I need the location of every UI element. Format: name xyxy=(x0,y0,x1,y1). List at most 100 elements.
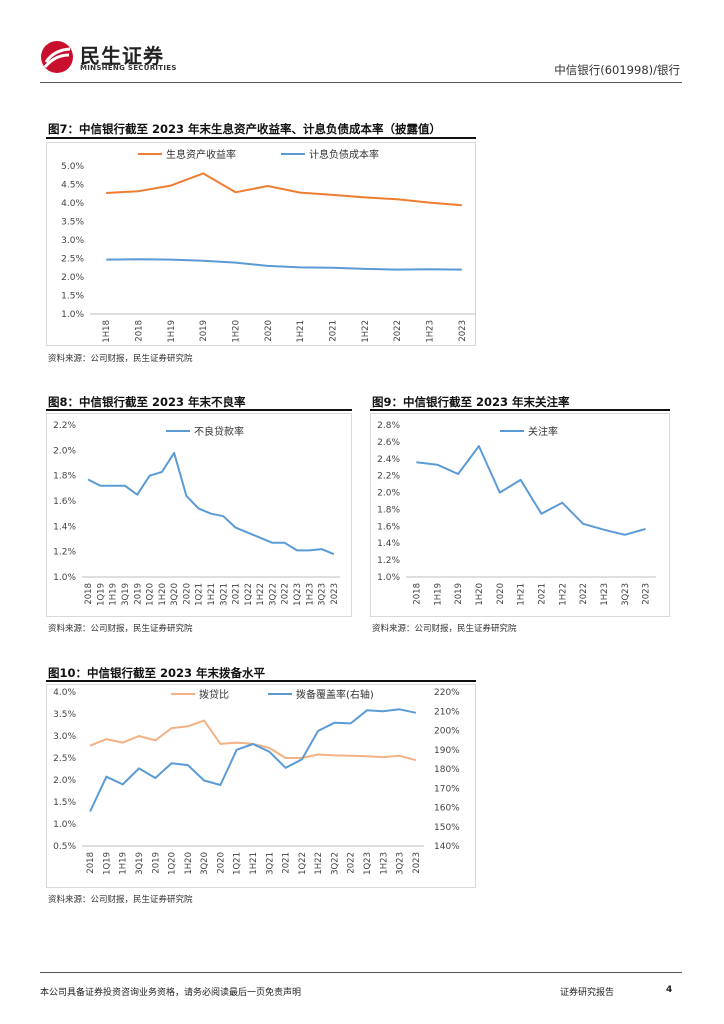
fig10-xtick-label: 3Q21 xyxy=(265,852,275,875)
fig9-xtick-label: 3Q23 xyxy=(621,583,631,606)
fig8-title: 图8：中信银行截至 2023 年末不良率 xyxy=(48,395,246,409)
fig8-xtick-label: 1H23 xyxy=(305,583,315,606)
fig8-xtick-label: 3Q22 xyxy=(268,583,278,606)
fig8-series-line-1 xyxy=(87,451,335,556)
fig10-ytick-right-label: 180% xyxy=(434,765,460,775)
fig10-ytick-right-label: 200% xyxy=(434,727,460,737)
fig9-xtick-label: 2022 xyxy=(579,583,589,605)
fig10-ytick-right-label: 190% xyxy=(434,746,460,756)
header-divider xyxy=(40,82,682,83)
fig7-ytick-label: 5.0% xyxy=(61,162,84,172)
fig7-title-rule xyxy=(46,137,476,139)
fig10-legend-label-2: 拨备覆盖率(右轴) xyxy=(296,688,374,701)
fig8-xtick-label: 3Q23 xyxy=(318,583,328,606)
fig7-xtick-label: 1H21 xyxy=(296,320,306,343)
fig7-xtick-label: 2019 xyxy=(199,320,209,342)
fig10-xtick-label: 1Q22 xyxy=(298,852,308,875)
fig9-xtick-label: 1H23 xyxy=(600,583,610,606)
fig7-source: 资料来源：公司财报，民生证券研究院 xyxy=(48,354,193,364)
fig10-ytick-right-label: 160% xyxy=(434,804,460,814)
fig10-ytick-label: 2.5% xyxy=(53,754,76,764)
fig7-title: 图7：中信银行截至 2023 年末生息资产收益率、计息负债成本率（披露值） xyxy=(48,122,442,136)
fig10-ytick-right-label: 170% xyxy=(434,784,460,794)
fig10-ytick-label: 3.5% xyxy=(53,710,76,720)
fig8-source: 资料来源：公司财报，民生证券研究院 xyxy=(48,624,193,634)
fig8-xtick-label: 1H22 xyxy=(256,583,266,606)
fig8-xtick-label: 2019 xyxy=(133,583,143,605)
fig8-xtick-label: 1H20 xyxy=(158,583,168,606)
fig10-xtick-label: 1Q20 xyxy=(168,852,178,875)
fig7-ytick-label: 2.0% xyxy=(61,273,84,283)
fig7-series-line-2 xyxy=(106,258,462,271)
fig10-source: 资料来源：公司财报，民生证券研究院 xyxy=(48,895,193,905)
fig7-frame xyxy=(46,142,476,346)
fig7-xtick-label: 2023 xyxy=(458,320,468,342)
fig9-xtick-label: 2023 xyxy=(642,583,652,605)
fig10-ytick-label: 0.5% xyxy=(53,842,76,852)
fig8-xtick-label: 2021 xyxy=(232,583,242,605)
fig8-frame xyxy=(46,413,352,617)
fig8-xtick-label: 1H21 xyxy=(207,583,217,606)
fig7-xtick-label: 1H20 xyxy=(232,320,242,343)
fig9-ytick-label: 1.8% xyxy=(377,505,400,515)
fig8-ytick-label: 1.2% xyxy=(53,548,76,558)
fig9-xtick-label: 1H22 xyxy=(558,583,568,606)
fig9-ytick-label: 2.6% xyxy=(377,438,400,448)
fig10-xtick-label: 2018 xyxy=(86,852,96,874)
fig8-ytick-label: 1.4% xyxy=(53,522,76,532)
fig10-xtick-label: 1H22 xyxy=(314,852,324,875)
fig9-xtick-label: 2021 xyxy=(537,583,547,605)
fig9-frame xyxy=(370,413,670,617)
fig10-xtick-label: 2021 xyxy=(282,852,292,874)
fig10-xtick-label: 1Q23 xyxy=(363,852,373,875)
fig8-xtick-label: 1Q20 xyxy=(146,583,156,606)
fig8-xtick-label: 1Q22 xyxy=(244,583,254,606)
fig10-xtick-label: 2020 xyxy=(216,852,226,874)
fig9-ytick-label: 1.6% xyxy=(377,522,400,532)
fig8-title-rule xyxy=(46,409,352,411)
fig10-xtick-label: 3Q19 xyxy=(135,852,145,875)
company-logo: 民生证券 MINSHENG SECURITIES xyxy=(40,40,190,76)
fig10-xtick-label: 1H21 xyxy=(249,852,259,875)
fig9-xtick-label: 2018 xyxy=(412,583,422,605)
fig9-chart: 1.0% 1.2% 1.4% 1.6% 1.8% 2.0% 2.2% 2.4% 2.6% 2.8%… xyxy=(370,413,670,617)
fig7-ytick-label: 1.0% xyxy=(61,310,84,320)
fig10-xtick-label: 1H23 xyxy=(379,852,389,875)
fig8-chart: 1.0% 1.2% 1.4% 1.6% 1.8% 2.0% 2.2% 2018 1Q19 1H19… xyxy=(46,413,352,617)
footer-divider xyxy=(40,972,682,973)
logo-chinese-name: 民生证券 xyxy=(80,44,164,68)
fig7-legend-label-1: 生息资产收益率 xyxy=(166,148,236,161)
fig9-xtick-label: 1H21 xyxy=(517,583,527,606)
fig8-xtick-label: 2022 xyxy=(281,583,291,605)
fig10-ytick-right-label: 210% xyxy=(434,707,460,717)
fig7-xtick-label: 1H22 xyxy=(361,320,371,343)
document-title: 中信银行(601998)/银行 xyxy=(554,63,680,77)
fig10-title: 图10：中信银行截至 2023 年末拨备水平 xyxy=(48,666,266,680)
fig9-ytick-label: 2.0% xyxy=(377,489,400,499)
fig10-xtick-label: 3Q22 xyxy=(330,852,340,875)
fig10-xtick-label: 2023 xyxy=(412,852,422,874)
footer-report-type: 证券研究报告 xyxy=(560,988,615,998)
fig7-xtick-label: 2022 xyxy=(393,320,403,342)
fig8-xtick-label: 1Q21 xyxy=(195,583,205,606)
fig8-ytick-label: 1.0% xyxy=(53,573,76,583)
fig9-title-rule xyxy=(370,409,670,411)
fig10-ytick-label: 1.0% xyxy=(53,820,76,830)
logo-mark-icon xyxy=(41,41,73,73)
fig10-frame xyxy=(46,684,476,888)
fig9-source: 资料来源：公司财报，民生证券研究院 xyxy=(372,624,517,634)
fig9-ytick-label: 1.0% xyxy=(377,573,400,583)
fig10-xtick-label: 2019 xyxy=(151,852,161,874)
fig10-ytick-label: 3.0% xyxy=(53,732,76,742)
fig10-ytick-label: 2.0% xyxy=(53,776,76,786)
fig10-xtick-label: 2022 xyxy=(347,852,357,874)
fig8-legend-label-1: 不良贷款率 xyxy=(194,425,244,438)
fig8-xtick-label: 3Q21 xyxy=(219,583,229,606)
fig10-series-line-2 xyxy=(89,708,417,812)
fig7-ytick-label: 4.0% xyxy=(61,199,84,209)
fig9-xtick-label: 1H19 xyxy=(433,583,443,606)
fig9-legend-label-1: 关注率 xyxy=(528,425,558,438)
fig10-xtick-label: 3Q20 xyxy=(200,852,210,875)
fig7-ytick-label: 4.5% xyxy=(61,181,84,191)
fig10-xtick-label: 1Q19 xyxy=(102,852,112,875)
